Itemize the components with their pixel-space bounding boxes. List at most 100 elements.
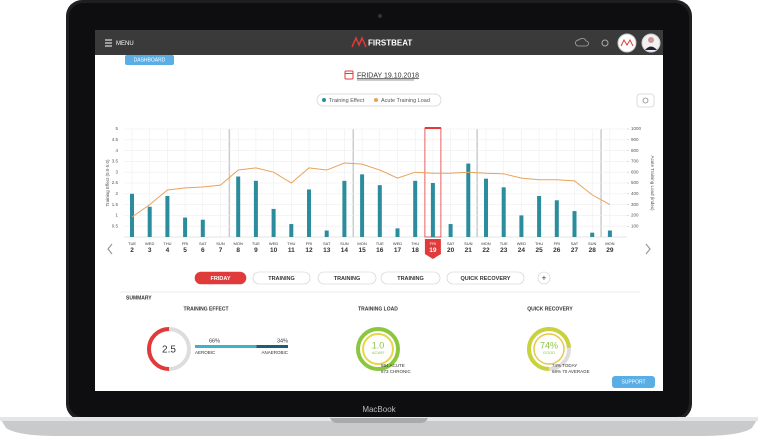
bar[interactable]: [236, 176, 241, 237]
next-arrow[interactable]: [645, 243, 651, 255]
bar[interactable]: [360, 174, 365, 237]
bar[interactable]: [554, 200, 559, 237]
tab-button[interactable]: [380, 271, 441, 285]
bar[interactable]: [307, 189, 311, 237]
tab-button[interactable]: [446, 271, 525, 285]
x-tick-weekday[interactable]: SUN: [588, 241, 597, 246]
x-tick-weekday[interactable]: WED: [517, 241, 526, 246]
bar[interactable]: [324, 230, 329, 237]
dashboard-tab[interactable]: [125, 55, 174, 65]
x-tick-day[interactable]: 4: [166, 247, 170, 254]
x-tick-weekday[interactable]: MON: [357, 241, 366, 246]
x-tick-day[interactable]: 29: [606, 247, 614, 254]
x-tick-weekday[interactable]: TUE: [376, 241, 384, 246]
x-tick-day[interactable]: 10: [270, 247, 278, 254]
x-tick-weekday[interactable]: FRI: [306, 241, 312, 246]
bar[interactable]: [501, 187, 506, 237]
x-tick-day[interactable]: 25: [535, 247, 543, 254]
menu-icon[interactable]: [105, 39, 112, 47]
x-tick-weekday[interactable]: FRI: [182, 241, 188, 246]
x-tick-weekday[interactable]: WED: [393, 241, 402, 246]
date[interactable]: FRIDAY 19.10.2018: [357, 72, 419, 79]
bar[interactable]: [253, 180, 258, 237]
x-tick-weekday[interactable]: SUN: [464, 241, 473, 246]
bar[interactable]: [342, 180, 347, 237]
x-tick-day[interactable]: 20: [447, 247, 455, 254]
x-tick-day[interactable]: 18: [412, 247, 420, 254]
bar[interactable]: [183, 217, 188, 237]
tab-button[interactable]: [317, 271, 377, 285]
bar[interactable]: [130, 193, 134, 237]
x-tick-weekday[interactable]: SAT: [447, 241, 455, 246]
x-tick-weekday[interactable]: TUE: [128, 241, 136, 246]
x-tick-weekday[interactable]: FRI: [430, 241, 436, 246]
x-tick-day[interactable]: 8: [236, 247, 240, 254]
x-tick-day[interactable]: 2: [130, 247, 134, 254]
x-tick-day[interactable]: 11: [288, 247, 295, 254]
bar[interactable]: [448, 224, 453, 237]
x-tick-weekday[interactable]: MON: [234, 241, 243, 246]
calendar-icon[interactable]: [344, 70, 354, 80]
x-tick-day[interactable]: 26: [553, 247, 561, 254]
bar[interactable]: [572, 211, 577, 237]
menu[interactable]: MENU: [116, 41, 134, 47]
bar[interactable]: [377, 185, 382, 237]
x-tick-weekday[interactable]: THU: [163, 241, 171, 246]
bar[interactable]: [607, 230, 612, 237]
x-tick-weekday[interactable]: SAT: [323, 241, 331, 246]
chart-settings[interactable]: [636, 93, 655, 108]
x-tick-day[interactable]: 27: [571, 247, 579, 254]
bar[interactable]: [466, 163, 471, 237]
x-tick-day[interactable]: 15: [358, 247, 366, 254]
x-tick-day[interactable]: 24: [518, 247, 526, 254]
bar[interactable]: [519, 215, 524, 237]
x-tick-weekday[interactable]: SUN: [216, 241, 225, 246]
x-tick-day[interactable]: 14: [341, 247, 349, 254]
x-tick-day[interactable]: 9: [254, 247, 258, 254]
x-tick-weekday[interactable]: TUE: [500, 241, 508, 246]
x-tick-day[interactable]: 16: [376, 247, 384, 254]
support-button[interactable]: [612, 376, 655, 388]
x-tick-weekday[interactable]: MON: [605, 241, 614, 246]
x-tick-weekday[interactable]: THU: [535, 241, 543, 246]
bar[interactable]: [537, 195, 542, 237]
tab-button[interactable]: [194, 271, 247, 285]
x-tick-weekday[interactable]: SAT: [571, 241, 579, 246]
x-tick-day[interactable]: 6: [201, 247, 205, 254]
bar[interactable]: [271, 208, 276, 237]
x-tick-weekday[interactable]: SAT: [199, 241, 207, 246]
x-tick-day[interactable]: 3: [148, 247, 152, 254]
x-tick-day[interactable]: 13: [323, 247, 331, 254]
prev-arrow[interactable]: [107, 243, 113, 255]
cloud-icon[interactable]: [575, 37, 589, 47]
bar[interactable]: [413, 180, 418, 237]
x-tick-weekday[interactable]: WED: [145, 241, 154, 246]
x-tick-weekday[interactable]: WED: [269, 241, 278, 246]
x-tick-day[interactable]: 23: [500, 247, 508, 254]
x-tick-weekday[interactable]: TUE: [252, 241, 260, 246]
bar[interactable]: [484, 178, 488, 237]
x-tick-weekday[interactable]: MON: [481, 241, 490, 246]
x-tick-weekday[interactable]: FRI: [554, 241, 560, 246]
x-tick-weekday[interactable]: SUN: [340, 241, 349, 246]
x-tick-weekday[interactable]: THU: [287, 241, 295, 246]
bar[interactable]: [395, 228, 400, 237]
org-avatar[interactable]: [617, 33, 637, 53]
tab-button[interactable]: [252, 271, 311, 285]
bar[interactable]: [200, 219, 205, 237]
bar[interactable]: [147, 206, 152, 237]
bar[interactable]: [165, 195, 170, 237]
x-tick-day[interactable]: 22: [482, 247, 490, 254]
x-tick-day[interactable]: 28: [589, 247, 597, 254]
x-tick-day[interactable]: 12: [305, 247, 313, 254]
add-button[interactable]: [537, 271, 551, 285]
x-tick-day[interactable]: 21: [465, 247, 473, 254]
bar[interactable]: [289, 224, 294, 237]
settings-icon[interactable]: [601, 39, 609, 47]
x-tick-day[interactable]: 5: [183, 247, 187, 254]
x-tick-day[interactable]: 19: [429, 247, 437, 254]
bar[interactable]: [430, 183, 435, 237]
bar[interactable]: [590, 232, 595, 237]
x-tick-day[interactable]: 17: [394, 247, 402, 254]
x-tick-day[interactable]: 7: [219, 247, 223, 254]
